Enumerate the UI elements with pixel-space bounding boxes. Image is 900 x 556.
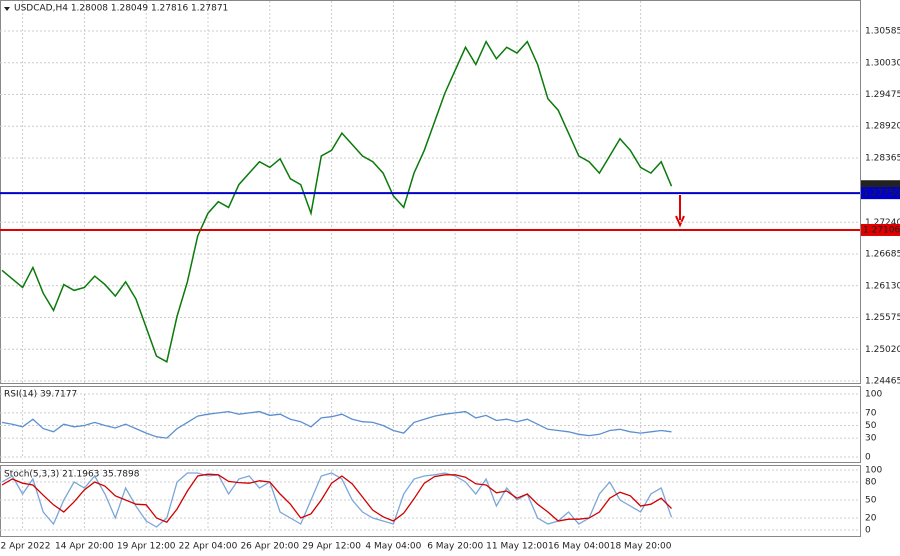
price-panel [0, 0, 861, 384]
series-line [1, 410, 672, 439]
panel-title: RSI(14) 39.7177 [4, 390, 77, 400]
x-tick-label: 29 Apr 12:00 [302, 542, 361, 552]
y-tick-label: 50 [865, 421, 877, 431]
x-tick-label: 14 Apr 20:00 [55, 542, 114, 552]
stoch-panel [0, 465, 861, 537]
y-tick-label: 20 [865, 514, 877, 524]
price-label: 1.27106 [863, 225, 900, 235]
y-tick-label: 1.27240 [865, 218, 900, 228]
series-line [1, 39, 673, 363]
x-tick-label: 16 May 04:00 [548, 542, 610, 552]
price-label-box [861, 223, 900, 236]
x-tick-label: 4 May 04:00 [365, 542, 421, 552]
price-label: 1.27750 [863, 189, 900, 199]
x-tick-label: 18 May 20:00 [610, 542, 672, 552]
y-tick-label: 1.24465 [865, 376, 900, 386]
panel-title: USDCAD,H4 1.28008 1.28049 1.27816 1.2787… [14, 4, 228, 14]
x-tick-label: 19 Apr 12:00 [117, 542, 176, 552]
rsi-panel [0, 386, 861, 463]
y-tick-label: 0 [865, 453, 871, 463]
y-tick-label: 1.29475 [865, 90, 900, 100]
y-tick-label: 30 [865, 434, 877, 444]
y-tick-label: 100 [865, 390, 882, 400]
y-tick-label: 50 [865, 496, 877, 506]
down-arrow [675, 195, 685, 228]
y-tick-label: 1.26685 [865, 250, 900, 260]
price-label: 1.27871 [863, 182, 900, 192]
x-tick-label: 11 May 12:00 [486, 542, 548, 552]
price-label-box [861, 187, 900, 200]
y-tick-label: 80 [865, 478, 877, 488]
y-tick-label: 1.30030 [865, 58, 900, 68]
x-tick-label: 22 Apr 04:00 [179, 542, 238, 552]
x-tick-label: 12 Apr 2022 [0, 542, 50, 552]
y-tick-label: 1.28365 [865, 153, 900, 163]
y-tick-label: 0 [865, 526, 871, 536]
y-tick-label: 1.25575 [865, 313, 900, 323]
y-tick-label: 1.28920 [865, 122, 900, 132]
panel-title: Stoch(5,3,3) 21.1963 35.7898 [4, 470, 140, 480]
menu-arrow[interactable] [4, 7, 10, 11]
y-tick-label: 1.30585 [865, 27, 900, 37]
y-tick-label: 100 [865, 466, 882, 476]
y-tick-label: 70 [865, 408, 877, 418]
series-line [1, 472, 673, 528]
y-tick-label: 1.26130 [865, 281, 900, 291]
y-tick-label: 1.25020 [865, 345, 900, 355]
x-tick-label: 26 Apr 20:00 [240, 542, 299, 552]
x-tick-label: 6 May 20:00 [427, 542, 483, 552]
series-line [1, 473, 672, 523]
